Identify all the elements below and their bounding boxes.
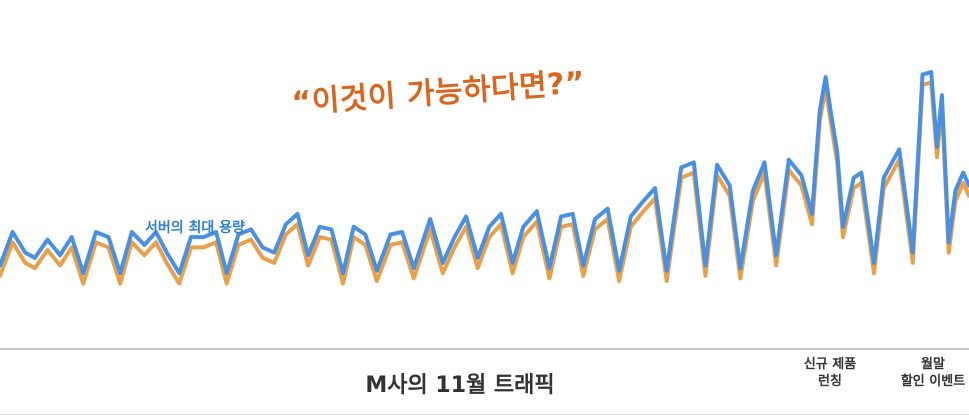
series-line-traffic [0, 80, 969, 286]
annotation-new-product: 신규 제품 런칭 [790, 356, 870, 390]
chart-title: M사의 11월 트래픽 [365, 373, 555, 398]
annotation-new-product-line1: 신규 제품 [803, 357, 857, 372]
annotation-new-product-line2: 런칭 [818, 374, 842, 389]
annotation-month-end-sale: 월말 할인 이벤트 [888, 356, 969, 390]
server-capacity-label: 서버의 최대 용량 [145, 220, 245, 236]
bottom-divider [0, 414, 969, 415]
annotation-month-end-line2: 할인 이벤트 [900, 374, 966, 389]
annotation-month-end-line1: 월말 [921, 357, 945, 372]
x-axis-line [0, 348, 969, 350]
series-line-capacity [0, 70, 969, 276]
